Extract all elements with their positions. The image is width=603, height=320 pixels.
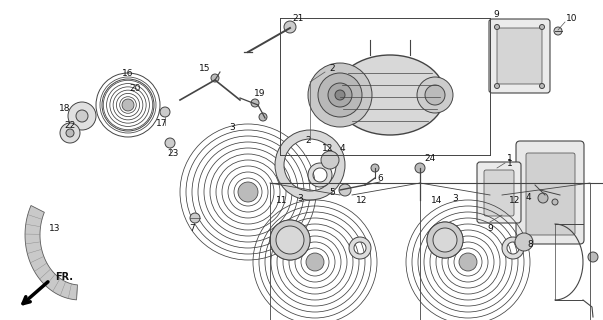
Circle shape [211,74,219,82]
Text: 2: 2 [329,63,335,73]
Circle shape [427,222,463,258]
FancyBboxPatch shape [497,28,542,84]
Circle shape [515,233,533,251]
Circle shape [415,163,425,173]
Circle shape [190,213,200,223]
Circle shape [122,99,134,111]
Text: 22: 22 [65,121,75,130]
Circle shape [540,84,545,89]
Text: 2: 2 [305,135,311,145]
Text: 23: 23 [167,148,178,157]
Circle shape [318,73,362,117]
Circle shape [538,193,548,203]
Wedge shape [270,220,310,260]
Circle shape [284,21,296,33]
Text: 4: 4 [525,193,531,202]
Text: FR.: FR. [55,272,73,282]
Text: 9: 9 [487,223,493,233]
Circle shape [417,77,453,113]
Text: 12: 12 [356,196,368,204]
Text: 14: 14 [431,196,443,204]
Text: 16: 16 [122,68,134,77]
Text: 20: 20 [129,84,140,92]
Circle shape [459,253,477,271]
Circle shape [307,254,323,270]
Text: 1: 1 [507,154,513,163]
Text: 3: 3 [229,123,235,132]
Circle shape [321,151,339,169]
Circle shape [306,253,324,271]
Text: 13: 13 [49,223,61,233]
Circle shape [251,99,259,107]
Wedge shape [427,222,463,258]
Text: 6: 6 [377,173,383,182]
Circle shape [240,184,256,200]
Text: 3: 3 [297,194,303,203]
Circle shape [259,113,267,121]
Circle shape [494,84,499,89]
Polygon shape [25,205,78,300]
FancyBboxPatch shape [489,19,550,93]
Wedge shape [502,237,524,259]
Ellipse shape [335,55,445,135]
Circle shape [371,164,379,172]
Text: 7: 7 [189,223,195,233]
Circle shape [270,220,310,260]
Circle shape [123,100,133,110]
Text: 10: 10 [566,13,578,22]
FancyBboxPatch shape [516,141,584,244]
Circle shape [328,83,352,107]
Text: 12: 12 [323,143,333,153]
FancyBboxPatch shape [477,162,521,223]
Circle shape [60,123,80,143]
Circle shape [68,102,96,130]
Text: 12: 12 [510,196,520,204]
Text: 24: 24 [425,154,435,163]
Text: 21: 21 [292,13,304,22]
Circle shape [335,90,345,100]
Circle shape [238,182,258,202]
Text: 4: 4 [339,143,345,153]
Text: 19: 19 [254,89,266,98]
Text: 5: 5 [329,188,335,196]
Circle shape [165,138,175,148]
Circle shape [460,254,476,270]
Circle shape [160,107,170,117]
Wedge shape [275,130,345,200]
Text: 3: 3 [452,194,458,203]
Text: 15: 15 [199,63,211,73]
Text: 18: 18 [59,103,71,113]
Circle shape [588,252,598,262]
Circle shape [76,110,88,122]
Circle shape [308,63,372,127]
FancyBboxPatch shape [526,153,575,235]
Circle shape [494,25,499,29]
Circle shape [339,184,351,196]
Text: 9: 9 [493,10,499,19]
Circle shape [425,85,445,105]
Wedge shape [349,237,371,259]
Text: 8: 8 [527,239,533,249]
Text: 11: 11 [276,196,288,204]
Circle shape [540,25,545,29]
FancyBboxPatch shape [484,170,514,216]
Text: 1: 1 [507,158,513,167]
Wedge shape [308,163,332,187]
Circle shape [66,129,74,137]
Circle shape [552,199,558,205]
Text: 17: 17 [156,118,168,127]
Circle shape [554,27,562,35]
